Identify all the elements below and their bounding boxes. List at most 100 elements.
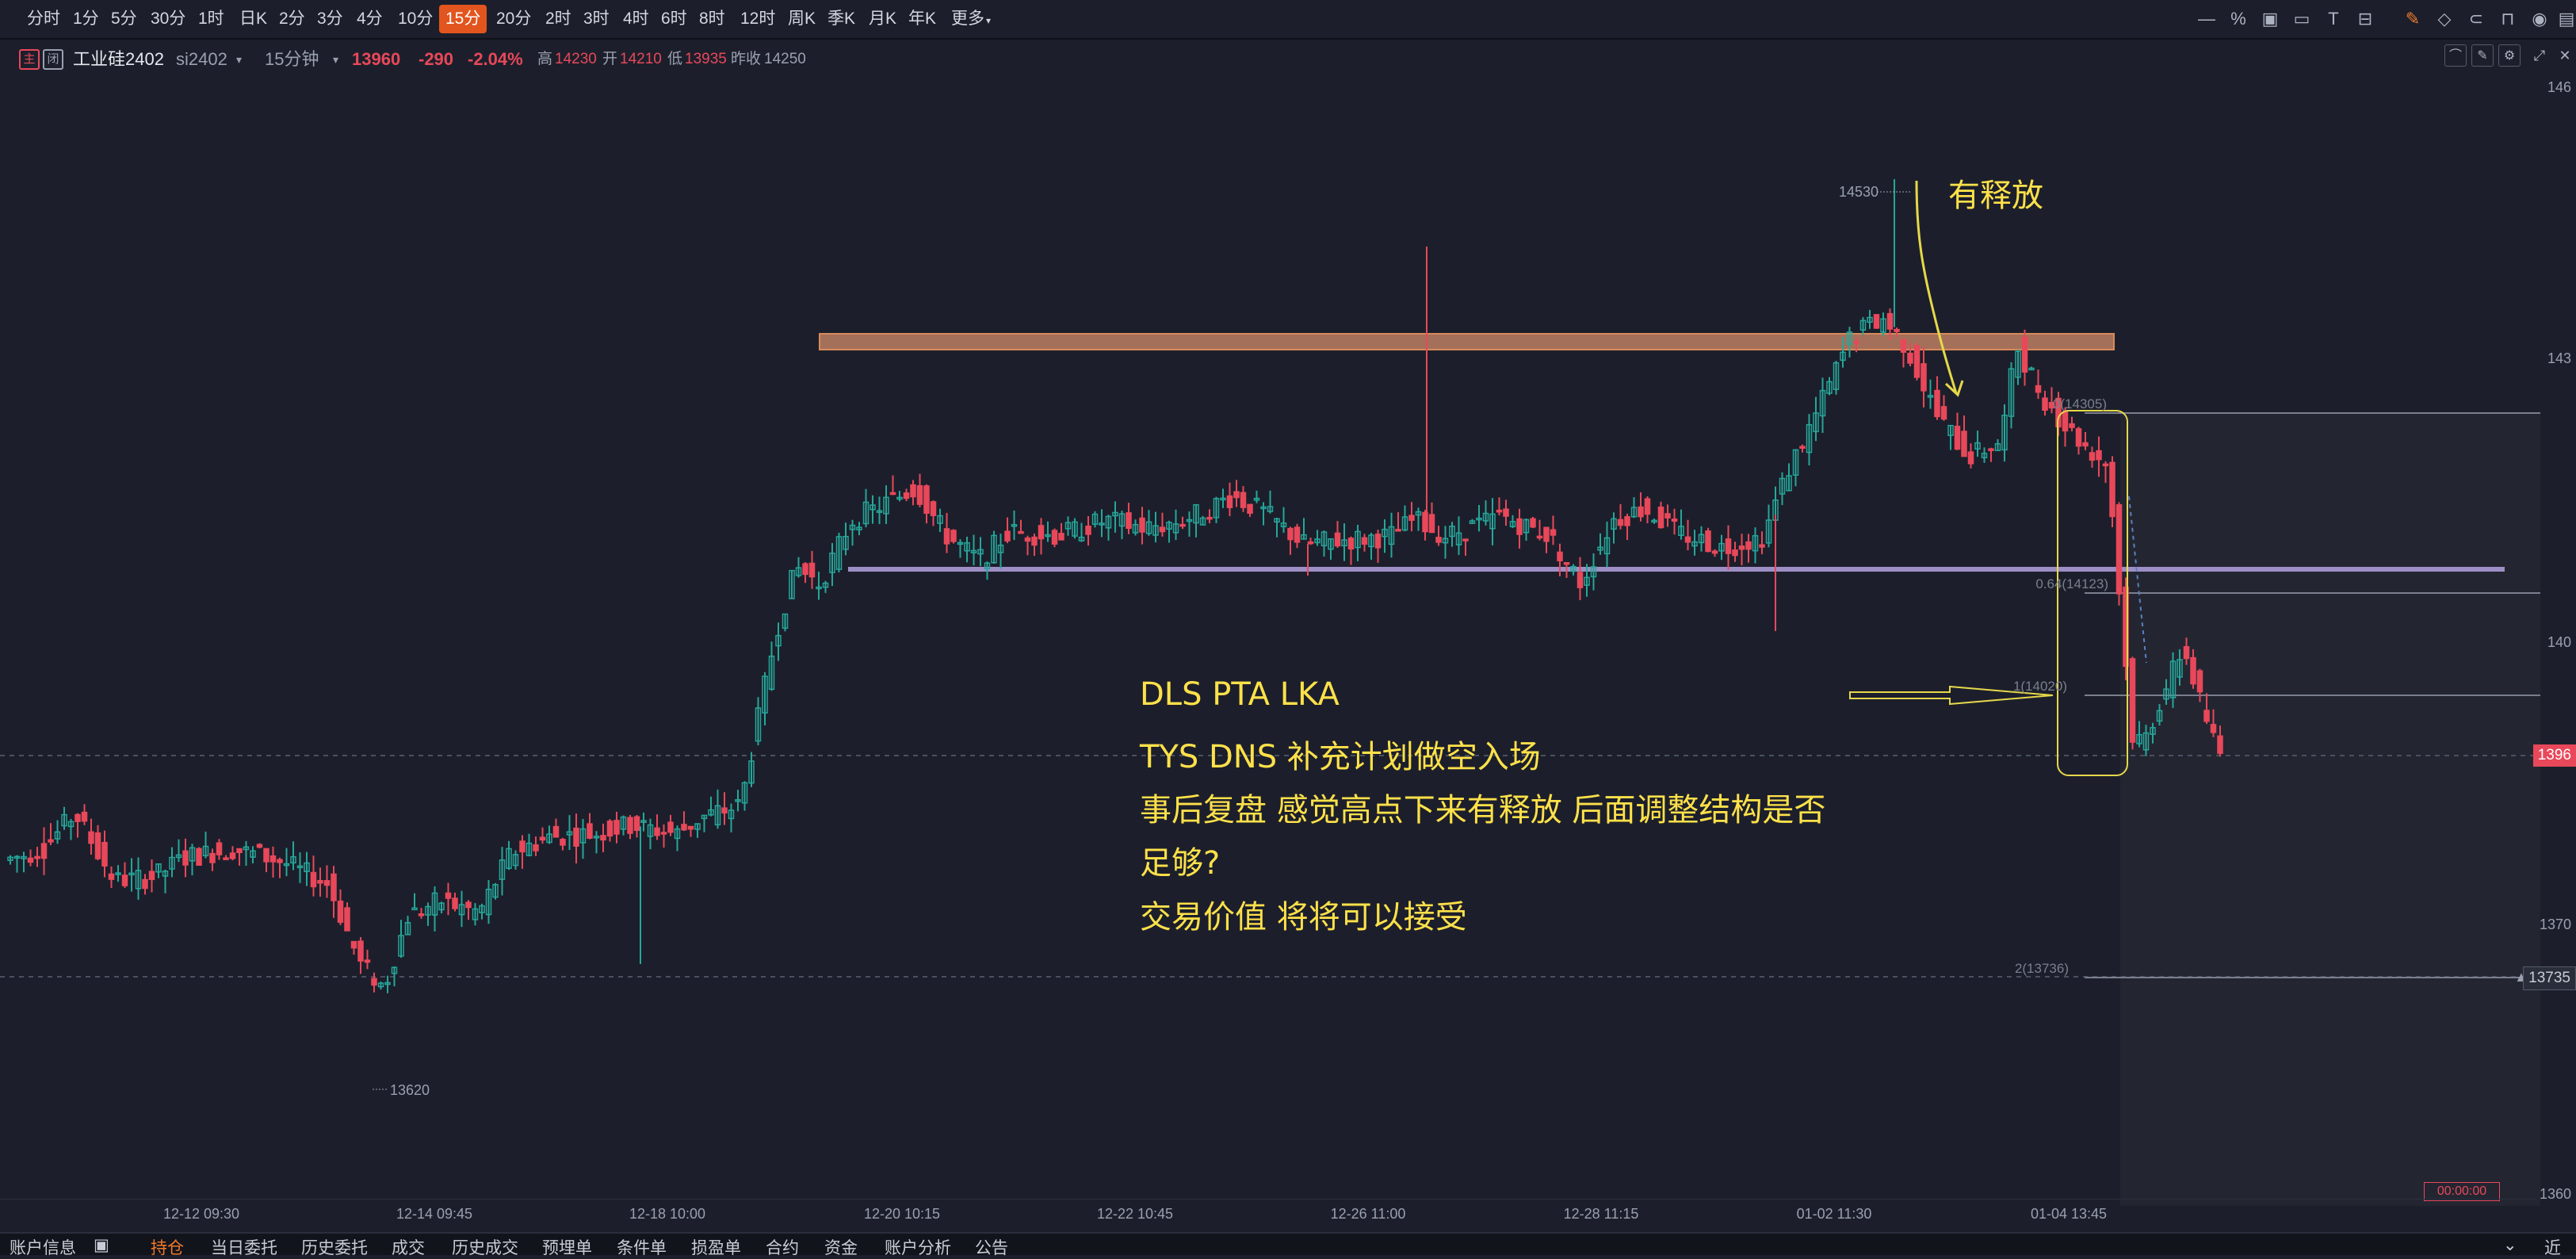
candle-body-50 <box>344 907 350 932</box>
candle-body-62 <box>425 905 431 916</box>
highlight-box[interactable] <box>2057 410 2128 776</box>
tf-30min[interactable]: 30分 <box>151 10 186 28</box>
candle-body-214 <box>1449 525 1455 538</box>
candle-body-290 <box>1961 431 1967 457</box>
candle-body-98 <box>667 821 674 833</box>
annotation-line-4[interactable]: 足够? <box>1140 845 1221 882</box>
tab-history-trades[interactable]: 历史成交 <box>452 1239 518 1257</box>
candle-body-212 <box>1435 537 1442 543</box>
candle-body-156 <box>1058 533 1064 541</box>
tab-contracts[interactable]: 合约 <box>766 1239 799 1257</box>
tf-month[interactable]: 月K <box>869 10 897 28</box>
text-indicator-icon[interactable]: T <box>2328 9 2339 29</box>
tab-trades[interactable]: 成交 <box>392 1239 425 1257</box>
minimize-icon[interactable]: ― <box>2198 9 2215 29</box>
tf-4min[interactable]: 4分 <box>357 10 383 28</box>
candle-body-185 <box>1253 497 1260 501</box>
annotation-line-2[interactable]: TYS DNS 补充计划做空入场 <box>1140 739 1541 775</box>
instrument-name[interactable]: 工业硅2402 <box>73 49 164 69</box>
close-icon[interactable]: ✕ <box>2559 48 2571 63</box>
layout-icon[interactable]: ⊟ <box>2357 9 2373 29</box>
tf-10min[interactable]: 10分 <box>398 10 434 28</box>
delete-icon[interactable]: ▤ <box>2558 9 2575 29</box>
tf-1min[interactable]: 1分 <box>73 10 99 28</box>
resistance-zone[interactable] <box>819 333 2115 350</box>
high-value: 14230 <box>555 51 597 67</box>
candlestick-chart[interactable]: 0(14305) 0.64(14123) 1(14020) 2(13736) 1… <box>0 76 2576 1210</box>
account-info-title[interactable]: 账户信息 <box>10 1239 76 1257</box>
candle-body-6 <box>48 839 54 843</box>
tab-positions[interactable]: 持仓 <box>151 1239 184 1257</box>
candle-body-181 <box>1226 495 1233 508</box>
tf-4h[interactable]: 4时 <box>623 10 649 28</box>
expand-icon[interactable]: ⤢ <box>2533 48 2546 63</box>
annotation-release[interactable]: 有释放 <box>1948 178 2043 214</box>
candle-body-73 <box>499 859 506 880</box>
annotation-line-5[interactable]: 交易价值 将将可以接受 <box>1140 899 1467 936</box>
tf-8h[interactable]: 8时 <box>699 10 725 28</box>
tab-conditional-orders[interactable]: 条件单 <box>617 1239 667 1257</box>
candle-body-252 <box>1705 530 1711 553</box>
entry-arrow[interactable] <box>1849 685 2054 706</box>
instrument-code[interactable]: si2402 <box>176 49 227 69</box>
tf-quarter[interactable]: 季K <box>827 10 856 28</box>
period-label[interactable]: 15分钟 <box>265 49 319 69</box>
code-caret-icon[interactable]: ▾ <box>236 53 243 66</box>
annotation-line-1[interactable]: DLS PTA LKA <box>1140 676 1340 713</box>
candle-body-38 <box>263 848 269 863</box>
candle-body-118 <box>802 563 808 576</box>
candle-body-94 <box>640 820 647 823</box>
release-curve[interactable] <box>1915 180 1958 394</box>
tab-history-orders[interactable]: 历史委托 <box>301 1239 368 1257</box>
low-label: 低 <box>667 51 683 67</box>
candle-body-101 <box>687 825 694 830</box>
account-card-icon[interactable]: ▣ <box>94 1236 109 1254</box>
tf-20min[interactable]: 20分 <box>496 10 532 28</box>
chart-type-icon[interactable]: ⌒ <box>2444 44 2467 67</box>
tf-3min[interactable]: 3分 <box>317 10 343 28</box>
tab-today-orders[interactable]: 当日委托 <box>211 1239 277 1257</box>
candle-body-125 <box>849 524 856 530</box>
settings-icon[interactable]: ⚙ <box>2498 44 2521 67</box>
more-menu[interactable]: 更多 ▾ <box>945 5 997 33</box>
candle-body-176 <box>1193 503 1199 524</box>
chart-area[interactable]: 0(14305) 0.64(14123) 1(14020) 2(13736) 1… <box>0 76 2576 1210</box>
tab-funds[interactable]: 资金 <box>824 1239 858 1257</box>
edit-icon[interactable]: ✎ <box>2471 44 2494 67</box>
candle-body-93 <box>633 816 640 832</box>
tab-announcements[interactable]: 公告 <box>975 1239 1008 1257</box>
magnet-icon[interactable]: ⊂ <box>2468 9 2484 29</box>
candle-body-41 <box>283 863 290 867</box>
percent-icon[interactable]: % <box>2230 9 2246 29</box>
tab-account-analysis[interactable]: 账户分析 <box>885 1239 951 1257</box>
price-change: -290 <box>419 49 454 69</box>
collapse-icon[interactable]: ⌄ <box>2503 1236 2517 1254</box>
tf-5min[interactable]: 5分 <box>111 10 137 28</box>
candle-body-96 <box>654 827 660 836</box>
annotation-line-3[interactable]: 事后复盘 感觉高点下来有释放 后面调整结构是否 <box>1140 792 1826 828</box>
window-icon[interactable]: ▭ <box>2293 9 2310 29</box>
tf-day[interactable]: 日K <box>239 10 268 28</box>
period-caret-icon[interactable]: ▾ <box>333 53 339 66</box>
candle-body-305 <box>2062 411 2069 432</box>
eye-icon[interactable]: ◉ <box>2532 9 2547 29</box>
tf-1h[interactable]: 1时 <box>198 10 224 28</box>
tf-15min[interactable]: 15分 <box>439 5 487 33</box>
tf-2min[interactable]: 2分 <box>279 10 305 28</box>
tf-year[interactable]: 年K <box>908 10 937 28</box>
tf-2h[interactable]: 2时 <box>545 10 571 28</box>
candle-body-223 <box>1509 521 1516 527</box>
eraser-icon[interactable]: ◇ <box>2437 9 2452 29</box>
tab-preset-orders[interactable]: 预埋单 <box>542 1239 592 1257</box>
draw-tool-icon[interactable]: ✎ <box>2405 9 2421 29</box>
y-tick-4: 1360 <box>2539 1186 2571 1202</box>
tab-stop-orders[interactable]: 损盈单 <box>691 1239 741 1257</box>
calendar-icon[interactable]: ▣ <box>2261 9 2279 29</box>
tf-3h[interactable]: 3时 <box>583 10 610 28</box>
candle-body-42 <box>290 855 296 864</box>
tf-12h[interactable]: 12时 <box>740 10 776 28</box>
tf-fenshi[interactable]: 分时 <box>27 10 60 28</box>
tf-6h[interactable]: 6时 <box>661 10 687 28</box>
tf-week[interactable]: 周K <box>788 10 816 28</box>
lock-icon[interactable]: ⊓ <box>2501 9 2515 29</box>
